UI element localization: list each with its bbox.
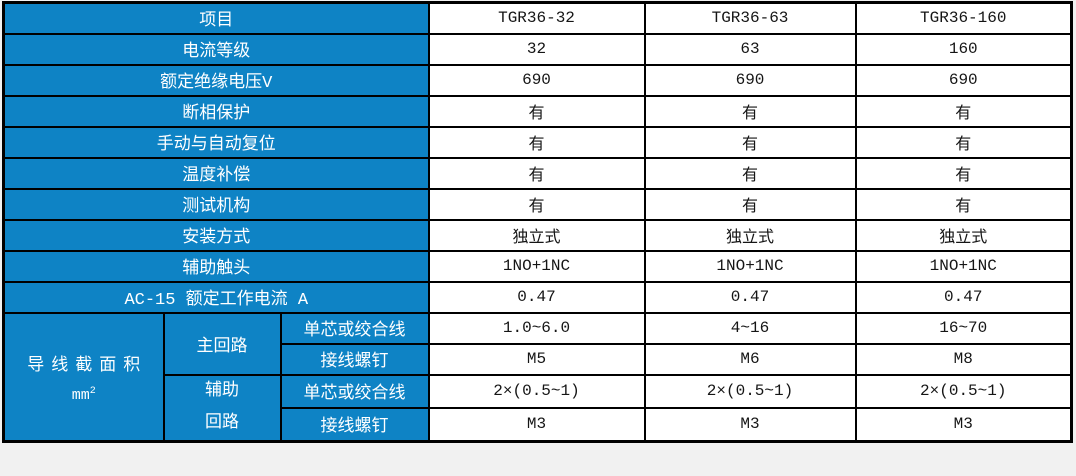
aux-label-line2: 回路 [205, 413, 239, 433]
cell-value: 1NO+1NC [427, 249, 646, 283]
cell-value: M3 [427, 406, 646, 443]
row-label: 断相保护 [2, 94, 430, 128]
row-main-circuit-wire: 导线截面积 mm2 主回路 单芯或绞合线 1.0~6.0 4~16 16~70 [2, 311, 1073, 442]
cell-value: 独立式 [427, 218, 646, 252]
cell-value: 有 [427, 94, 646, 128]
wire-group-title: 导线截面积 [27, 356, 148, 376]
cell-value: 1.0~6.0 [427, 311, 646, 345]
cell-value: 2×(0.5~1) [854, 373, 1073, 409]
col-header-item: 项目 [2, 1, 430, 35]
wire-group-unit: mm2 [72, 386, 96, 404]
cell-value: M6 [643, 342, 857, 376]
cell-value: 1NO+1NC [643, 249, 857, 283]
cell-value: 独立式 [854, 218, 1073, 252]
cell-value: 0.47 [854, 280, 1073, 314]
cell-value: 1NO+1NC [854, 249, 1073, 283]
row-temperature-compensation: 温度补偿 有 有 有 [2, 156, 1073, 190]
cell-value: 4~16 [643, 311, 857, 345]
cell-value: 0.47 [643, 280, 857, 314]
row-auxiliary-contacts: 辅助触头 1NO+1NC 1NO+1NC 1NO+1NC [2, 249, 1073, 283]
cell-value: 有 [854, 125, 1073, 159]
cell-value: 2×(0.5~1) [643, 373, 857, 409]
cell-value: 690 [643, 63, 857, 97]
wire-group-label-cell: 导线截面积 mm2 [2, 311, 165, 442]
wire-group-label: 导线截面积 mm2 [6, 350, 162, 404]
row-ac15-rated-current: AC-15 额定工作电流 A 0.47 0.47 0.47 [2, 280, 1073, 314]
row-label: 接线螺钉 [279, 406, 430, 443]
cell-value: 2×(0.5~1) [427, 373, 646, 409]
cell-value: 独立式 [643, 218, 857, 252]
cell-value: 63 [643, 32, 857, 66]
row-mounting-type: 安装方式 独立式 独立式 独立式 [2, 218, 1073, 252]
col-header-model-tgr36-63: TGR36-63 [643, 1, 857, 35]
cell-value: 690 [854, 63, 1073, 97]
cell-value: 有 [643, 125, 857, 159]
cell-value: 有 [427, 125, 646, 159]
cell-value: 0.47 [427, 280, 646, 314]
row-label: 额定绝缘电压V [2, 63, 430, 97]
cell-value: 有 [427, 156, 646, 190]
row-aux-circuit-wire: 辅助 回路 单芯或绞合线 2×(0.5~1) 2×(0.5~1) 2×(0.5~… [4, 373, 1073, 442]
spec-table-container: 项目 TGR36-32 TGR36-63 TGR36-160 电流等级 32 6… [2, 1, 1073, 443]
aux-label-line1: 辅助 [205, 381, 239, 401]
cell-value: 有 [854, 156, 1073, 190]
row-manual-auto-reset: 手动与自动复位 有 有 有 [2, 125, 1073, 159]
row-phase-failure-protection: 断相保护 有 有 有 [2, 94, 1073, 128]
unit-exponent: 2 [89, 385, 96, 397]
cell-value: 160 [854, 32, 1073, 66]
row-insulation-voltage: 额定绝缘电压V 690 690 690 [2, 63, 1073, 97]
row-label: 单芯或绞合线 [279, 373, 430, 409]
cell-value: M5 [427, 342, 646, 376]
header-row: 项目 TGR36-32 TGR36-63 TGR36-160 [2, 1, 1073, 35]
cell-value: M3 [643, 406, 857, 443]
row-label: 单芯或绞合线 [279, 311, 430, 345]
spec-table: 项目 TGR36-32 TGR36-63 TGR36-160 电流等级 32 6… [2, 1, 1073, 443]
cell-value: 有 [643, 187, 857, 221]
cell-value: 有 [427, 187, 646, 221]
cell-value: 32 [427, 32, 646, 66]
cell-value: 690 [427, 63, 646, 97]
cell-value: 有 [643, 94, 857, 128]
row-current-rating: 电流等级 32 63 160 [2, 32, 1073, 66]
row-label: 测试机构 [2, 187, 430, 221]
row-label: AC-15 额定工作电流 A [2, 280, 430, 314]
cell-value: M3 [854, 406, 1073, 443]
row-test-mechanism: 测试机构 有 有 有 [2, 187, 1073, 221]
row-label: 接线螺钉 [279, 342, 430, 376]
cell-value: M8 [854, 342, 1073, 376]
row-label: 安装方式 [2, 218, 430, 252]
row-label: 手动与自动复位 [2, 125, 430, 159]
row-label: 电流等级 [2, 32, 430, 66]
unit-base: mm [71, 386, 90, 404]
cell-value: 有 [854, 94, 1073, 128]
col-header-model-tgr36-32: TGR36-32 [427, 1, 646, 35]
subgroup-label-aux-circuit: 辅助 回路 [162, 373, 282, 442]
cell-value: 有 [643, 156, 857, 190]
col-header-model-tgr36-160: TGR36-160 [854, 1, 1073, 35]
cell-value: 16~70 [854, 311, 1073, 345]
row-label: 温度补偿 [2, 156, 430, 190]
cell-value: 有 [854, 187, 1073, 221]
row-aux-circuit-screw: 接线螺钉 M3 M3 M3 [4, 406, 1073, 443]
row-label: 辅助触头 [2, 249, 430, 283]
row-main-circuit-screw: 接线螺钉 M5 M6 M8 [4, 342, 1073, 376]
subgroup-label-main-circuit: 主回路 [162, 311, 282, 376]
